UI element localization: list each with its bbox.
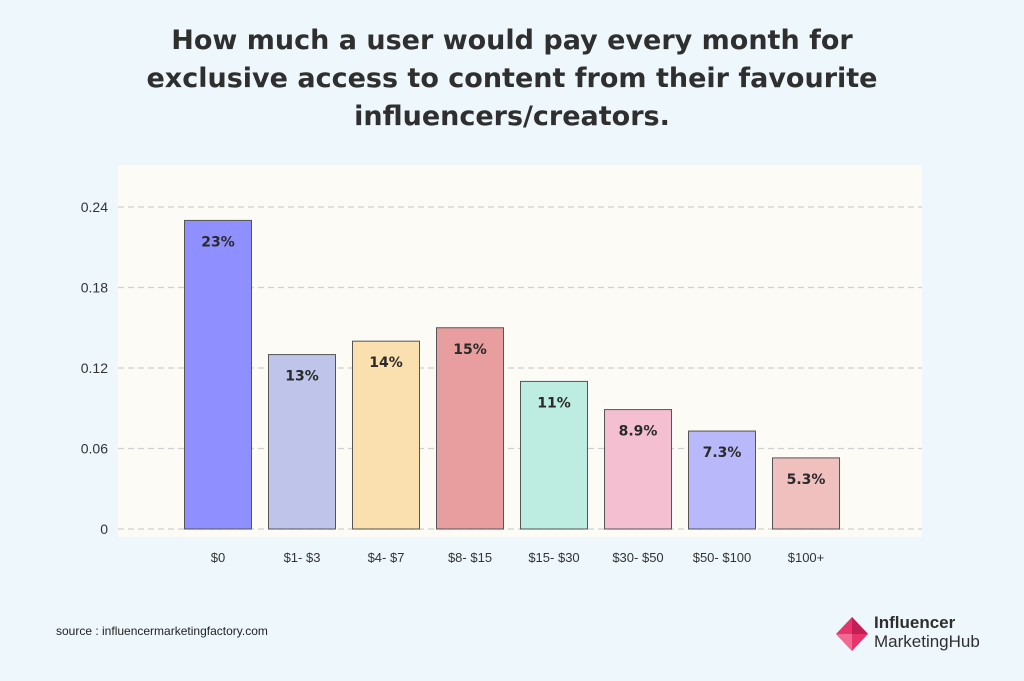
- chart-title: How much a user would pay every month fo…: [0, 22, 1024, 136]
- data-label: 15%: [453, 342, 487, 358]
- brand-name-line-1: Influencer: [874, 613, 956, 632]
- x-tick-label: $50- $100: [693, 550, 752, 565]
- brand-logo[interactable]: Influencer MarketingHub: [834, 613, 1004, 653]
- y-tick-label: 0.18: [81, 280, 108, 296]
- y-tick-label: 0.24: [81, 199, 108, 215]
- brand-name-line-2: MarketingHub: [874, 632, 980, 651]
- title-line-2: exclusive access to content from their f…: [146, 63, 878, 94]
- bar: [268, 354, 336, 530]
- x-tick-label: $4- $7: [368, 550, 405, 565]
- y-tick-label: 0.12: [81, 360, 108, 376]
- x-tick-label: $30- $50: [612, 550, 663, 565]
- bar: [688, 430, 756, 530]
- x-tick-label: $15- $30: [528, 550, 579, 565]
- brand-mark-icon: [836, 617, 868, 651]
- x-tick-label: $8- $15: [448, 550, 492, 565]
- bar: [520, 380, 588, 530]
- data-label: 23%: [201, 234, 235, 250]
- bar: [772, 457, 840, 530]
- bar: [436, 327, 504, 530]
- data-label: 14%: [369, 355, 403, 371]
- x-tick-label: $100+: [788, 550, 825, 565]
- bar-chart: 0 0.06 0.12 0.18 0.24 23% $0 13% $1- $3 14% $4- $7…: [81, 165, 922, 565]
- source-note: source : influencermarketingfactory.com: [56, 624, 268, 638]
- bar: [604, 409, 672, 530]
- title-line-1: How much a user would pay every month fo…: [171, 25, 853, 56]
- data-label: 5.3%: [787, 472, 826, 488]
- x-tick-label: $0: [211, 550, 225, 565]
- x-tick-label: $1- $3: [284, 550, 321, 565]
- title-line-3: influencers/creators.: [354, 101, 670, 132]
- data-label: 8.9%: [619, 424, 658, 440]
- bar: [184, 219, 252, 530]
- y-tick-label: 0: [100, 521, 108, 537]
- bar: [352, 340, 420, 530]
- data-label: 7.3%: [703, 445, 742, 461]
- y-tick-label: 0.06: [81, 441, 108, 457]
- data-label: 11%: [537, 395, 571, 411]
- data-label: 13%: [285, 369, 319, 385]
